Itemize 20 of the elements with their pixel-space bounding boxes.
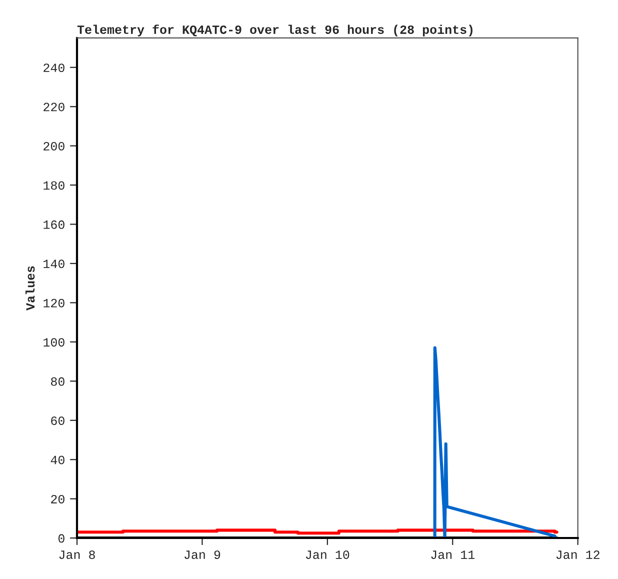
y-tick-label: 80 — [51, 377, 64, 386]
y-tick-label: 160 — [44, 220, 64, 229]
y-tick-label: 240 — [44, 64, 64, 72]
y-axis-title: Values — [25, 266, 35, 310]
y-tick-label: 200 — [44, 142, 64, 150]
x-tick-label: Jan 9 — [184, 550, 220, 559]
x-tick-label: Jan 12 — [556, 550, 600, 559]
x-tick-label: Jan 11 — [431, 550, 475, 559]
x-tick-label: Jan 8 — [59, 550, 95, 559]
y-tick-label: 180 — [44, 181, 64, 190]
y-tick-label: 40 — [50, 456, 64, 464]
y-tick-label: 20 — [51, 494, 64, 504]
y-tick-label: 0 — [58, 534, 64, 543]
chart-title: Telemetry for KQ4ATC-9 over last 96 hours (28 points) — [77, 24, 472, 36]
y-tick-label: 100 — [44, 338, 64, 347]
x-tick-label: Jan 10 — [306, 550, 350, 559]
y-tick-label: 220 — [44, 102, 64, 112]
y-tick-label: 140 — [44, 260, 64, 268]
y-tick-label: 120 — [44, 298, 64, 308]
y-tick-label: 60 — [51, 416, 64, 426]
